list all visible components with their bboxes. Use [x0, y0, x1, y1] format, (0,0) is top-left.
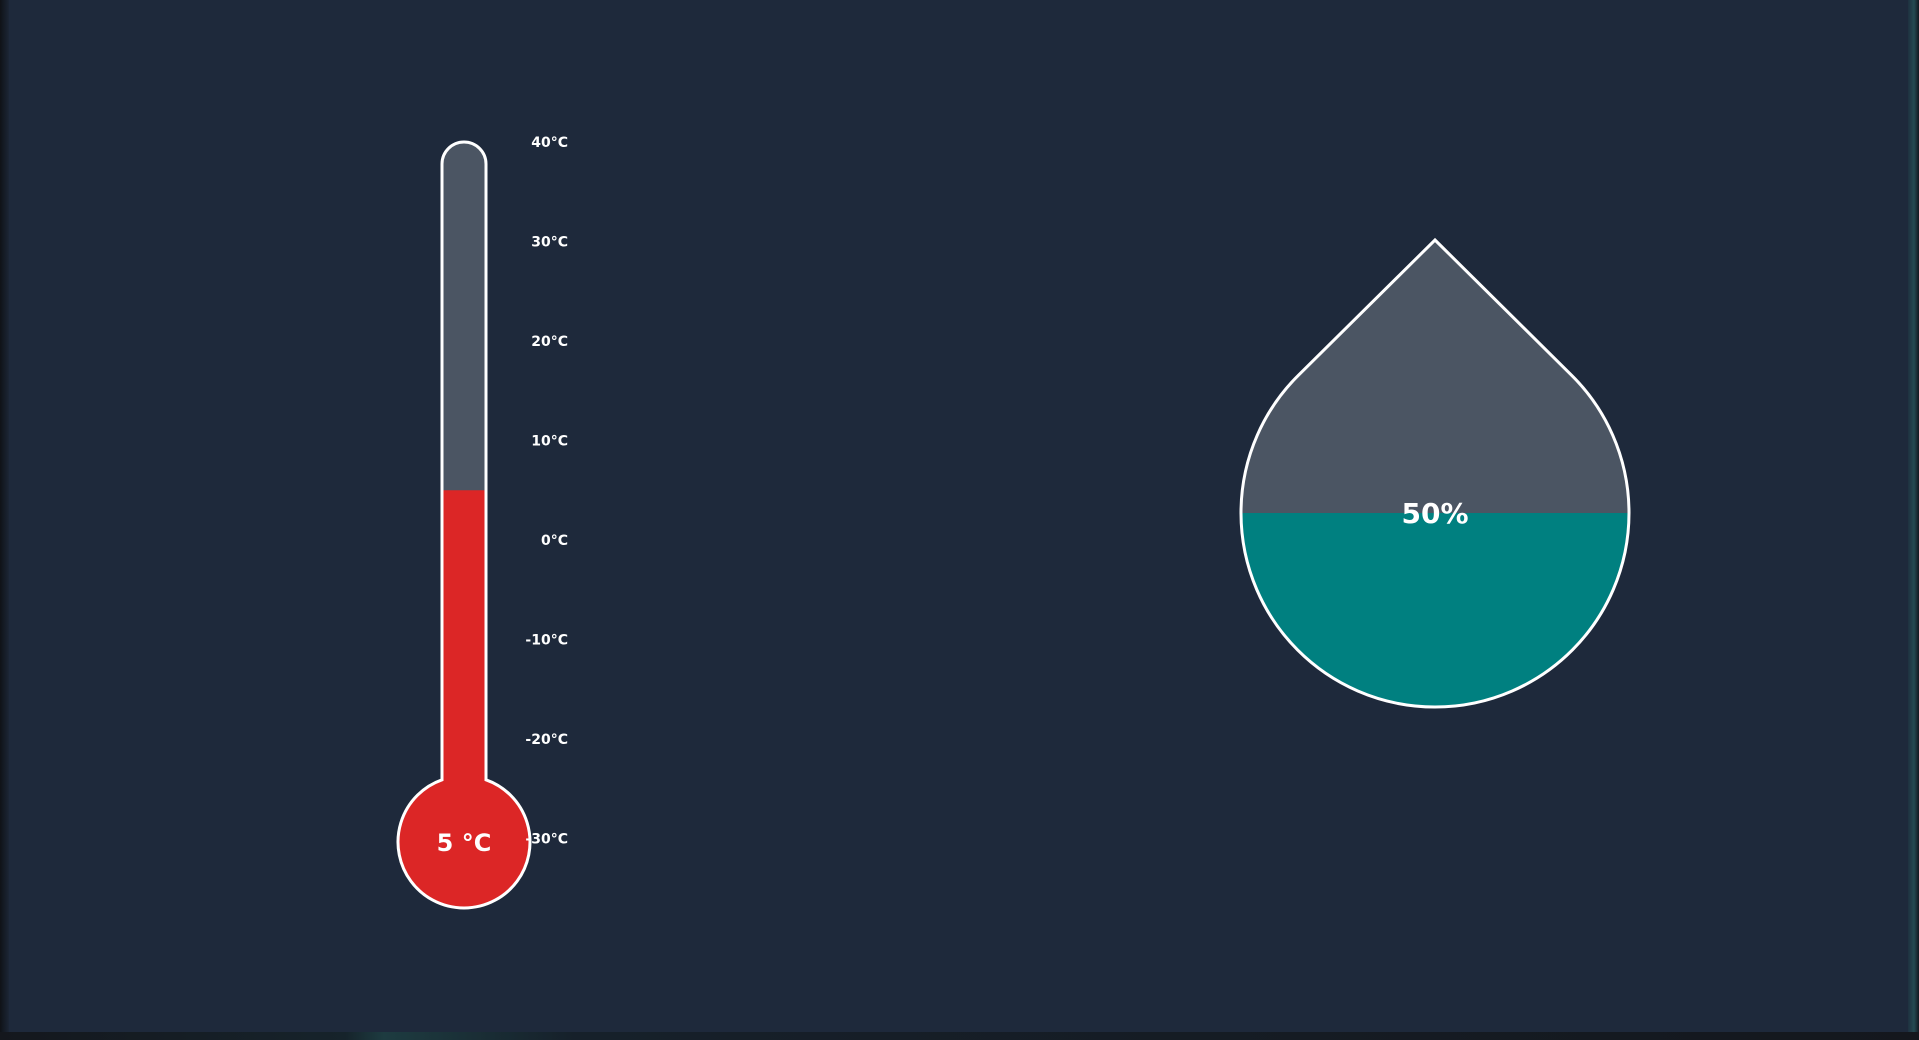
thermometer-reading: 5 °C	[437, 829, 492, 857]
thermometer-scale: 40°C 30°C 20°C 10°C 0°C -10°C -20°C -30°C	[525, 135, 568, 848]
thermometer-tick-label: 10°C	[531, 434, 568, 450]
thermometer-tick-label: 20°C	[531, 334, 568, 350]
thermometer-bulb-fill	[398, 774, 531, 908]
humidity-drop-gauge: 50%	[1239, 237, 1631, 709]
thermometer-tick-label: 0°C	[541, 533, 568, 549]
thermometer-mercury	[442, 490, 486, 797]
thermometer-outline	[396, 140, 532, 910]
thermometer-gauge: 5 °C 40°C 30°C 20°C 10°C 0°C -10°C -20°C -30°C	[396, 135, 568, 910]
gauges-canvas: 5 °C 40°C30°C20°C10°C0°C-10°C-20°C-30°C …	[396, 135, 1631, 910]
thermometer-tick-label: 30°C	[531, 235, 568, 251]
thermometer-tick-label: -10°C	[525, 633, 568, 649]
thermometer-tick-label: -20°C	[525, 732, 568, 748]
humidity-percentage: 50%	[1401, 497, 1468, 530]
dashboard-panel: 5 °C 40°C 30°C 20°C 10°C 0°C -10°C -20°C -30°C …	[9, 0, 1908, 1032]
thermometer-tick-label: -30°C	[525, 832, 568, 848]
drop-water-level	[1240, 513, 1629, 707]
thermometer-tick-label: 40°C	[531, 135, 568, 151]
drop-outline	[1239, 237, 1631, 709]
bottom-edge	[0, 1032, 1919, 1040]
